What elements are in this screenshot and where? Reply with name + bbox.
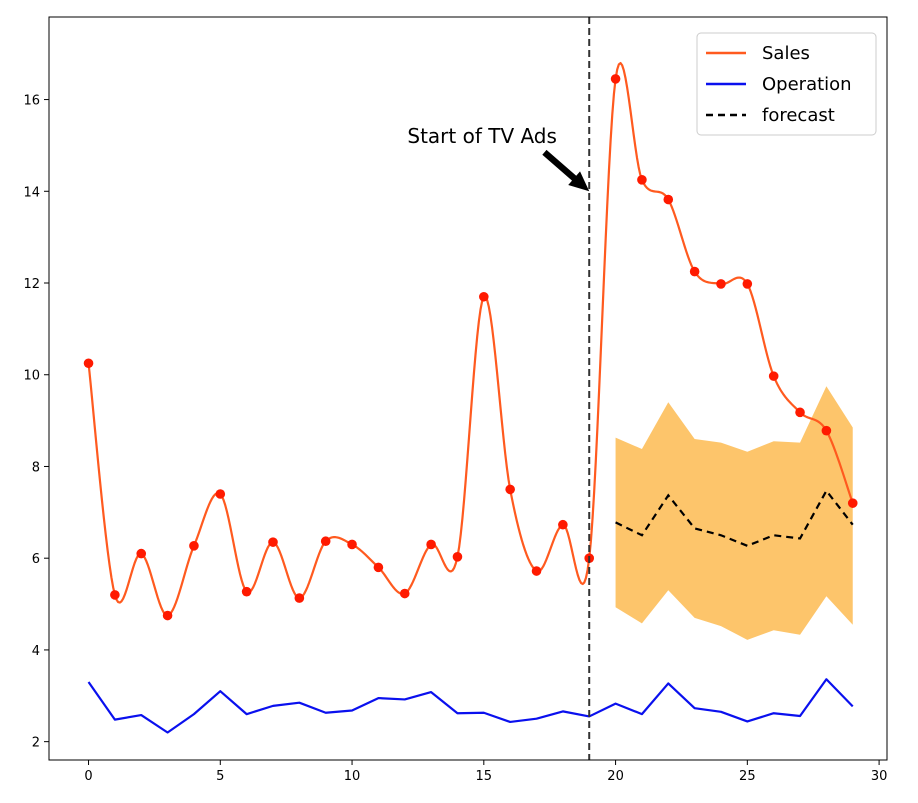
sales-point [689,266,700,277]
sales-point [215,489,226,499]
y-tick-label: 8 [32,460,40,475]
sales-point [373,562,384,573]
y-tick-label: 2 [32,736,40,751]
annotation-layer: Start of TV Ads [407,124,590,192]
x-tick-label: 30 [871,769,888,784]
sales-point [716,279,726,289]
sales-point [426,539,436,550]
sales-point [110,590,120,600]
sales-point [162,610,173,621]
forecast-confidence-band [615,386,853,640]
x-tick-label: 5 [216,769,224,784]
sales-point [768,371,779,381]
sales-point [136,548,147,559]
x-tick-label: 15 [476,769,493,784]
plot-frame [48,16,888,761]
forecast-band-layer [615,386,853,640]
x-tick-label: 0 [84,769,92,784]
x-tick-label: 20 [607,769,624,784]
sales-point [294,593,305,603]
sales-point [637,175,647,185]
sales-point [347,539,357,550]
sales-point [189,541,199,551]
sales-point [320,536,331,547]
legend-label-forecast: forecast [762,105,835,126]
sales-point [742,279,753,289]
sales-point [663,194,674,205]
axis-layer: 0 5 10 15 20 25 30 2 4 6 8 10 12 14 16 [23,94,887,784]
sales-point [610,74,621,84]
series-line-forecast [615,488,854,547]
y-tick-label: 4 [32,644,40,659]
x-tick-label: 25 [739,769,756,784]
sales-point [558,519,568,530]
sales-point [795,407,805,418]
y-tick-label: 16 [23,94,40,109]
series-line-operation [87,678,854,734]
x-tick-label: 10 [344,769,361,784]
marker-layer [83,74,858,621]
sales-point [847,498,858,508]
sales-point [268,537,278,547]
legend-label-operation: Operation [762,74,852,95]
y-tick-label: 10 [23,369,40,384]
legend-label-sales: Sales [762,43,810,64]
y-tick-label: 14 [23,185,40,200]
legend-box [696,32,877,136]
sales-point [531,566,542,576]
sales-point [241,586,252,597]
sales-point [83,358,94,369]
legend: Sales Operation forecast [696,32,877,136]
sales-point [399,588,410,599]
sales-point [452,552,463,562]
sales-point [821,425,832,436]
sales-point [505,484,515,495]
sales-point [479,291,489,302]
y-tick-label: 6 [32,552,40,567]
annotation-text: Start of TV Ads [407,124,557,148]
annotation-arrow [542,149,590,192]
y-tick-label: 12 [23,277,40,292]
